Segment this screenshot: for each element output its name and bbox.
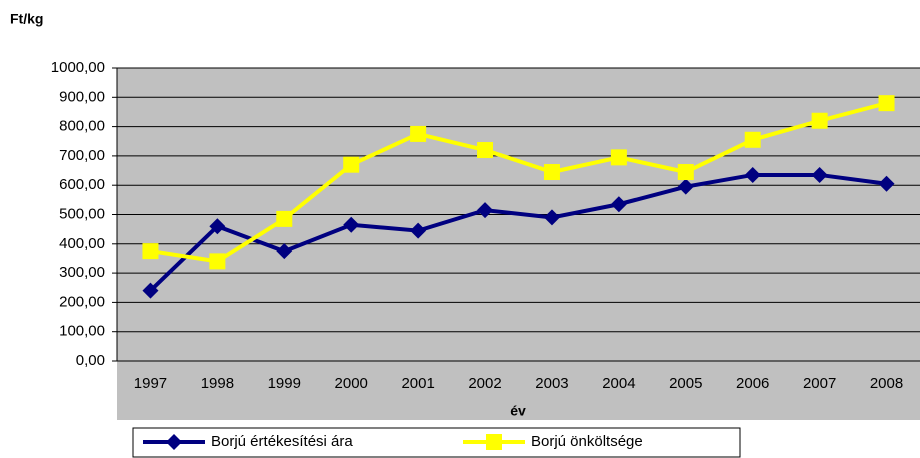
y-tick-label: 600,00 xyxy=(59,176,105,193)
series-line xyxy=(149,172,887,293)
point xyxy=(744,166,761,183)
y-tick-label: 1000,00 xyxy=(51,59,105,76)
x-tick-label: 2001 xyxy=(401,375,434,392)
y-tick-label: 400,00 xyxy=(59,235,105,252)
series-line xyxy=(150,101,888,264)
point xyxy=(811,112,828,129)
point xyxy=(209,253,226,270)
y-tick-label: 200,00 xyxy=(59,293,105,310)
y-tick-label: 300,00 xyxy=(59,264,105,281)
x-tick-label: 2002 xyxy=(468,375,501,392)
x-tick-label: 2000 xyxy=(335,375,368,392)
point xyxy=(543,209,560,226)
x-tick-label: 1997 xyxy=(134,375,167,392)
point xyxy=(543,164,560,181)
point xyxy=(343,156,360,173)
point xyxy=(142,282,159,299)
y-tick-label: 700,00 xyxy=(59,147,105,164)
legend-label: Borjú értékesítési ára xyxy=(211,433,353,450)
point xyxy=(677,178,694,195)
point xyxy=(878,95,895,112)
point xyxy=(610,196,627,213)
x-tick-label: 2004 xyxy=(602,375,635,392)
legend xyxy=(132,427,741,458)
point xyxy=(209,218,226,235)
y-tick-label: 0,00 xyxy=(76,352,105,369)
point xyxy=(276,243,293,260)
point xyxy=(744,131,761,148)
x-tick-label: 1998 xyxy=(201,375,234,392)
point xyxy=(276,210,293,227)
point xyxy=(410,125,427,142)
point xyxy=(610,149,627,166)
point xyxy=(410,222,427,239)
point xyxy=(477,202,494,219)
point xyxy=(878,175,895,192)
x-tick-label: 2006 xyxy=(736,375,769,392)
y-axis-label: Ft/kg xyxy=(10,11,43,27)
legend-marker xyxy=(486,434,502,450)
legend-label: Borjú önköltsége xyxy=(531,433,643,450)
point xyxy=(677,164,694,181)
x-tick-label: 2007 xyxy=(803,375,836,392)
x-tick-label: 2003 xyxy=(535,375,568,392)
legend-marker xyxy=(166,434,182,450)
y-tick-label: 100,00 xyxy=(59,323,105,340)
point xyxy=(142,243,159,260)
y-tick-label: 500,00 xyxy=(59,205,105,222)
y-tick-label: 900,00 xyxy=(59,88,105,105)
x-tick-label: 2005 xyxy=(669,375,702,392)
x-tick-label: 2008 xyxy=(870,375,903,392)
point xyxy=(343,216,360,233)
point xyxy=(811,166,828,183)
x-axis-label: év xyxy=(510,403,526,419)
y-tick-label: 800,00 xyxy=(59,118,105,135)
x-tick-label: 1999 xyxy=(268,375,301,392)
point xyxy=(477,142,494,159)
